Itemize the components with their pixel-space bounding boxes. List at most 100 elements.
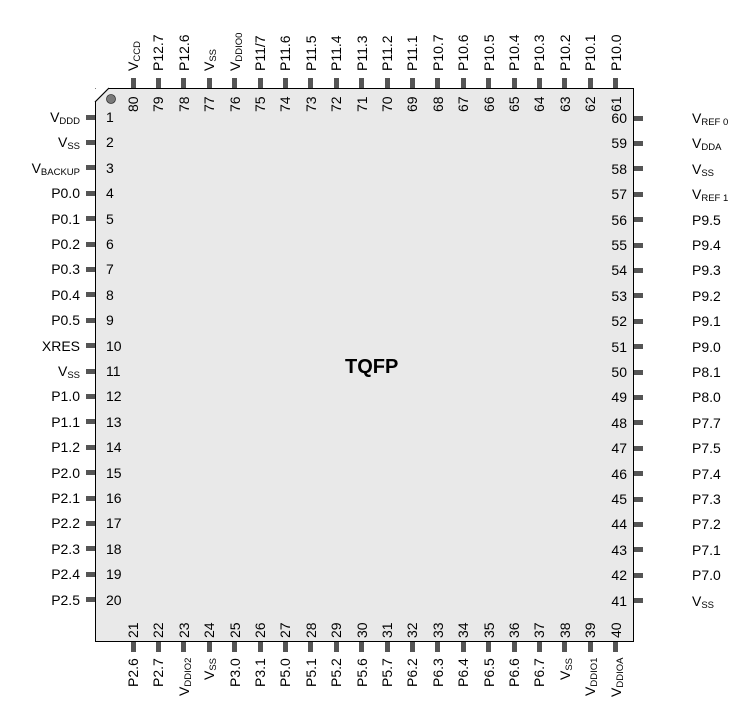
- pin-number: 72: [328, 96, 345, 112]
- pin-label: P10.4: [506, 34, 522, 71]
- pin-label: VCCD: [125, 41, 145, 71]
- pin-number: 59: [611, 135, 627, 152]
- pin-lead: [282, 78, 288, 88]
- pin-label-part: P7.7: [692, 414, 721, 431]
- pin-lead: [486, 642, 492, 652]
- pin-number: 64: [531, 96, 548, 112]
- pin-number: 74: [277, 96, 294, 112]
- pin-number: 46: [611, 465, 627, 482]
- pin-number: 69: [404, 96, 421, 112]
- pin-label: P9.2: [692, 289, 721, 303]
- pin-lead: [634, 598, 643, 604]
- pin-label-part: P8.1: [692, 364, 721, 380]
- pin-label-part: P12.6: [175, 34, 192, 71]
- pin-label: VDDIO0: [226, 32, 247, 71]
- pin-number: 58: [611, 160, 627, 177]
- pin-lead: [634, 318, 643, 324]
- pin-label-part: P11.1: [404, 35, 421, 71]
- pin-number: 80: [125, 96, 141, 112]
- pin-lead: [232, 642, 238, 652]
- pin-number: 67: [455, 96, 472, 112]
- pin-label-part: P10.4: [506, 34, 522, 71]
- pin-label-part: P2.2: [51, 515, 80, 532]
- pin-label-part: P11.2: [379, 35, 395, 71]
- pin-label-part: P1.0: [51, 388, 80, 405]
- pin-label: P7.3: [692, 492, 721, 506]
- pin-label-part: V: [125, 61, 141, 71]
- pin-label: P9.0: [692, 340, 721, 354]
- pin-label: P5.1: [302, 658, 319, 687]
- pin-number: 66: [480, 96, 497, 112]
- pin-lead: [562, 78, 568, 88]
- pin-label: P0.0: [51, 186, 80, 200]
- pin-label: P7.0: [692, 568, 721, 582]
- pin-number: 18: [106, 540, 122, 557]
- pin-number: 4: [106, 185, 114, 202]
- pin-label: P2.2: [51, 516, 80, 530]
- pin-lead: [86, 520, 95, 526]
- pin-number: 17: [106, 515, 122, 532]
- pin-lead: [634, 344, 643, 350]
- pin-lead: [181, 642, 187, 652]
- pin-label-part: P2.1: [51, 490, 80, 506]
- pin-label-part: P2.3: [51, 540, 80, 557]
- pin-number: 34: [455, 622, 472, 638]
- pin-label-part: DDIOA: [614, 658, 626, 689]
- pin-label-part: P2.0: [51, 464, 80, 481]
- pin-label: P8.0: [692, 390, 721, 404]
- pin-number: 54: [611, 262, 627, 279]
- pin-label-part: P7.5: [692, 440, 721, 457]
- pin-lead: [435, 78, 441, 88]
- pin-lead: [634, 140, 643, 146]
- pin-lead: [409, 642, 415, 652]
- pin-label: P11.2: [379, 35, 395, 71]
- pin-label-part: P9.2: [692, 287, 721, 304]
- pin-label-part: P2.6: [125, 658, 141, 687]
- pin-label-part: P7.0: [692, 567, 721, 584]
- pin-label-part: P6.2: [404, 658, 421, 687]
- pin-label: P6.3: [429, 658, 446, 687]
- pin-lead: [587, 642, 593, 652]
- pin-label-part: P11.4: [328, 35, 345, 71]
- pin-number: 71: [353, 96, 370, 112]
- pin-label: P6.2: [404, 658, 421, 687]
- pin-label-part: P1.1: [51, 413, 80, 430]
- pin-lead: [257, 78, 263, 88]
- pin-label-part: P6.3: [429, 658, 446, 687]
- pin-label: VREF 1: [692, 187, 728, 206]
- pin-label: P0.3: [51, 262, 80, 276]
- pin-label-part: V: [556, 670, 573, 681]
- pin-label: P10.1: [582, 34, 598, 71]
- pin-lead: [384, 78, 390, 88]
- pin-number: 44: [611, 516, 627, 533]
- pin-number: 15: [106, 464, 122, 481]
- pin-label: P10.3: [531, 34, 548, 71]
- pin-lead: [86, 266, 95, 272]
- pin-number: 50: [611, 364, 627, 380]
- pin-label: P10.7: [430, 34, 446, 71]
- pin-lead: [86, 241, 95, 247]
- pin-label-part: V: [175, 687, 192, 697]
- pin-number: 47: [611, 440, 627, 457]
- pin-number: 28: [302, 622, 319, 638]
- pin-label: VDDIOA: [608, 658, 628, 697]
- pin-label: P1.0: [51, 389, 80, 403]
- pin-lead: [86, 444, 95, 450]
- pin-label-part: P0.2: [51, 236, 80, 252]
- pin-number: 51: [611, 338, 627, 355]
- pin-label: VSS: [556, 658, 577, 681]
- pin-number: 31: [379, 622, 395, 638]
- pin-label-part: P5.1: [302, 658, 319, 687]
- pin-lead: [634, 369, 643, 375]
- pin-lead: [86, 393, 95, 399]
- pin-label-part: SS: [701, 167, 715, 179]
- pin-number: 29: [328, 622, 345, 638]
- pin-label-part: P10.3: [531, 34, 548, 71]
- pin-lead: [86, 546, 95, 552]
- pin-number: 2: [106, 134, 114, 151]
- pin-label-part: DDIO0: [233, 32, 245, 62]
- pin-label: P11.3: [354, 35, 370, 71]
- pin-label-part: DDA: [701, 142, 722, 154]
- pin-lead: [359, 78, 365, 88]
- pin-label-part: V: [226, 61, 243, 71]
